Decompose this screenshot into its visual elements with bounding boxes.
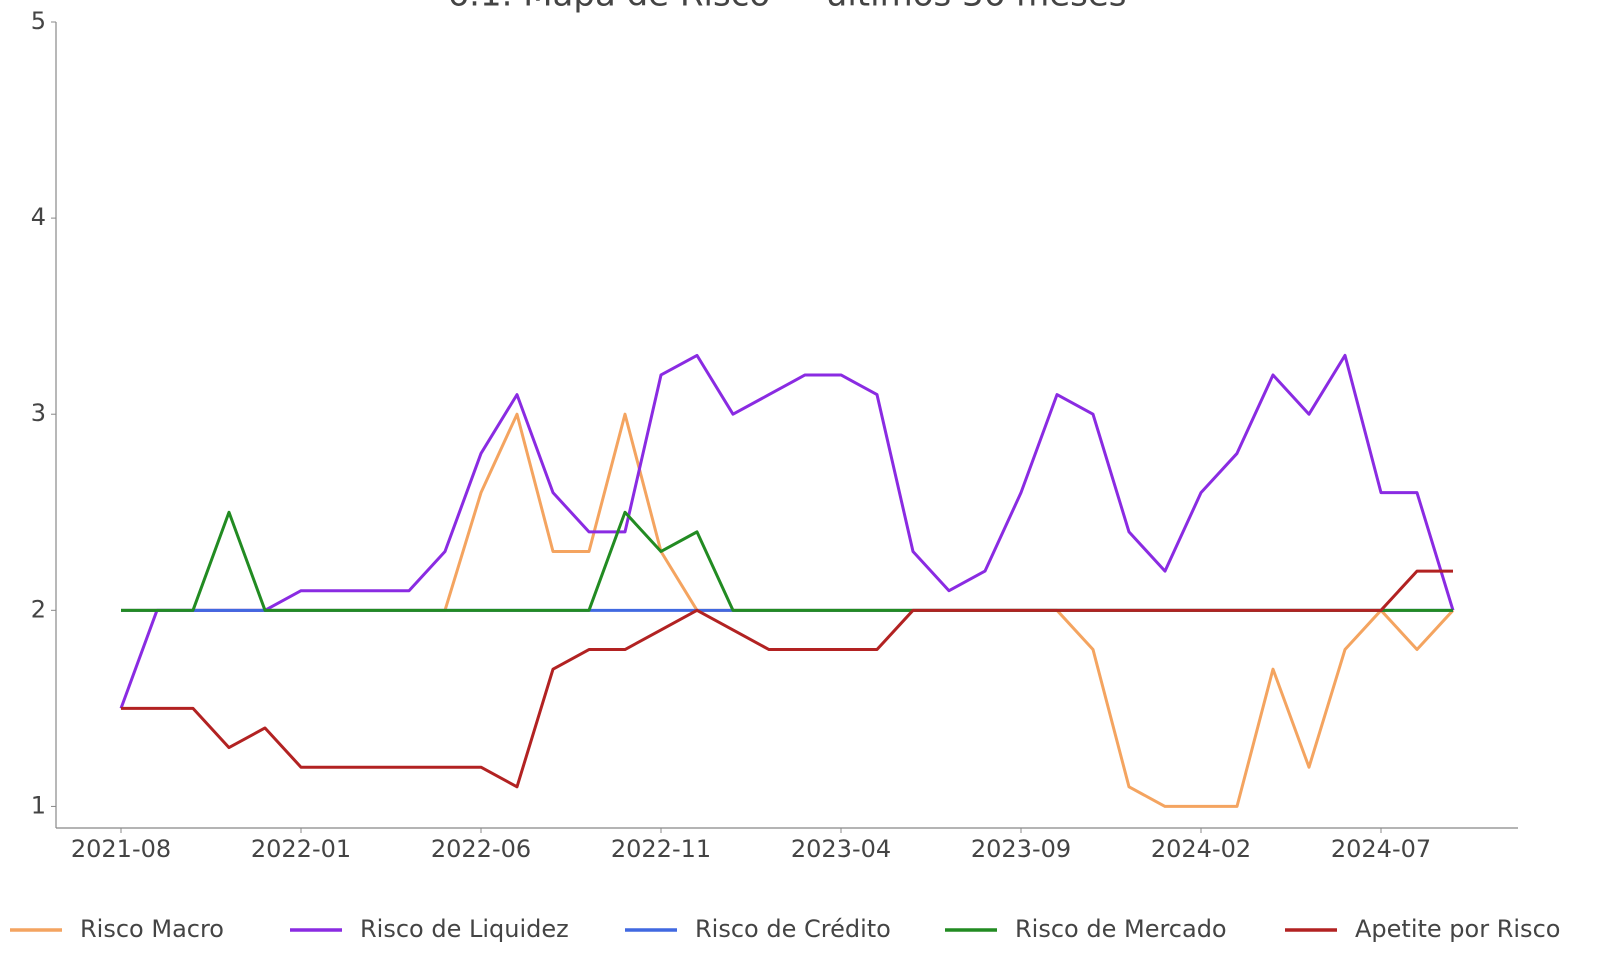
x-tick-label: 2021-08 (71, 835, 171, 863)
chart-title: 6.1. Mapa de Risco — últimos 36 meses (448, 0, 1127, 15)
legend-label: Risco de Crédito (695, 915, 891, 943)
legend-label: Risco de Liquidez (360, 915, 569, 943)
legend-label: Risco Macro (80, 915, 224, 943)
x-tick-label: 2024-02 (1151, 835, 1251, 863)
y-tick-label: 1 (31, 791, 46, 819)
y-tick-label: 5 (31, 7, 46, 35)
legend-label: Risco de Mercado (1015, 915, 1227, 943)
x-tick-label: 2022-11 (611, 835, 711, 863)
x-tick-label: 2023-04 (791, 835, 891, 863)
y-tick-label: 4 (31, 203, 46, 231)
legend-label: Apetite por Risco (1355, 915, 1560, 943)
x-tick-label: 2024-07 (1331, 835, 1431, 863)
y-tick-label: 2 (31, 595, 46, 623)
x-tick-label: 2022-06 (431, 835, 531, 863)
series-line (121, 569, 1453, 789)
series-line (119, 353, 1455, 709)
x-tick-label: 2022-01 (251, 835, 351, 863)
y-tick-label: 3 (31, 399, 46, 427)
x-tick-label: 2023-09 (971, 835, 1071, 863)
series-line (121, 510, 1453, 612)
